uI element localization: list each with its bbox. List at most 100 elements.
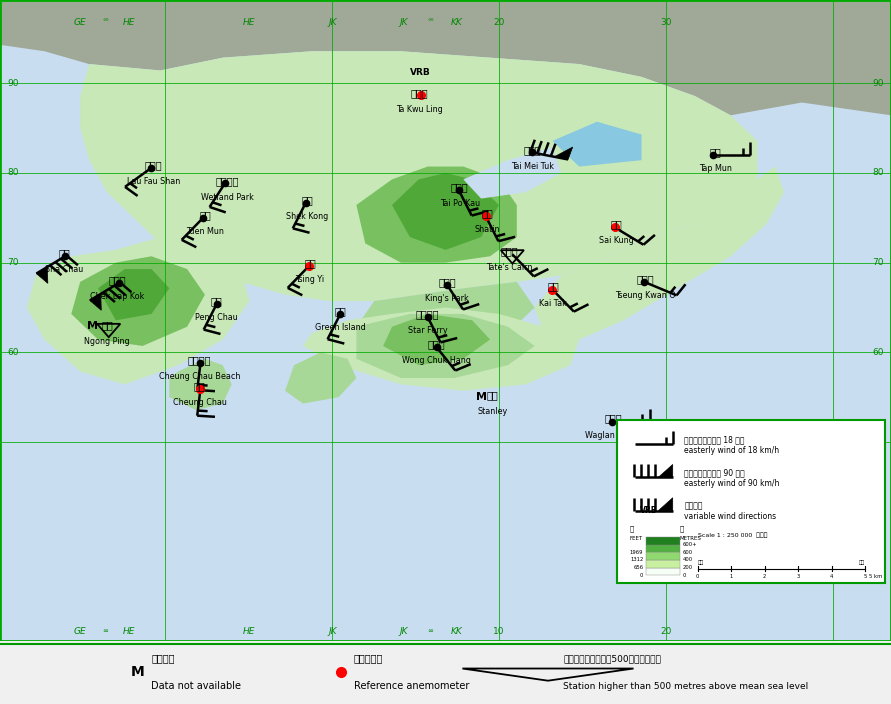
Text: variable wind directions: variable wind directions xyxy=(684,513,776,522)
Text: easterly wind of 18 km/h: easterly wind of 18 km/h xyxy=(684,446,780,455)
Text: Cheung Chau Beach: Cheung Chau Beach xyxy=(159,372,241,381)
Text: 0: 0 xyxy=(696,574,699,579)
Text: 尺: 尺 xyxy=(630,525,634,532)
Text: 400: 400 xyxy=(683,558,692,562)
Text: 長洲: 長洲 xyxy=(193,381,206,391)
Polygon shape xyxy=(285,352,356,403)
Text: ∞: ∞ xyxy=(102,628,109,634)
Text: 該站位於離平均海面500米以上的地方: 該站位於離平均海面500米以上的地方 xyxy=(563,654,661,663)
Text: 京士柏: 京士柏 xyxy=(438,277,456,287)
Text: 屯門: 屯門 xyxy=(199,210,211,220)
Text: M: M xyxy=(476,391,486,401)
Text: 米: 米 xyxy=(680,525,684,532)
Text: Tai Mei Tuk: Tai Mei Tuk xyxy=(511,162,554,171)
Text: Scale 1 : 250 000  比例尺: Scale 1 : 250 000 比例尺 xyxy=(698,532,767,538)
Text: Tsing Yi: Tsing Yi xyxy=(296,275,324,284)
Text: 90: 90 xyxy=(7,79,19,88)
Text: METRES: METRES xyxy=(680,536,702,541)
Text: 5: 5 xyxy=(863,574,867,579)
Text: 西貢: 西貢 xyxy=(610,220,623,230)
Text: 沒有資料: 沒有資料 xyxy=(151,653,175,663)
Text: HE: HE xyxy=(123,18,135,27)
Text: 600: 600 xyxy=(683,550,692,555)
Text: Stanley: Stanley xyxy=(478,408,508,417)
Polygon shape xyxy=(80,51,757,301)
Text: 70: 70 xyxy=(7,258,19,267)
Text: 橫瀏島: 橫瀏島 xyxy=(604,413,622,424)
Text: 656: 656 xyxy=(634,565,643,570)
Text: Ta Kwu Ling: Ta Kwu Ling xyxy=(396,105,443,114)
Text: Shek Kong: Shek Kong xyxy=(286,212,329,221)
Polygon shape xyxy=(658,498,673,510)
Polygon shape xyxy=(356,314,535,378)
Text: Sha Chau: Sha Chau xyxy=(45,265,83,275)
Text: 70: 70 xyxy=(872,258,884,267)
Text: JK: JK xyxy=(328,18,337,27)
Text: 80: 80 xyxy=(872,168,884,177)
Polygon shape xyxy=(169,359,232,410)
Text: 200: 200 xyxy=(683,565,692,570)
Text: 青洲: 青洲 xyxy=(334,306,347,316)
Bar xyxy=(646,567,680,575)
Bar xyxy=(617,420,885,583)
Text: Ngong Ping: Ngong Ping xyxy=(84,337,130,346)
Text: Tuen Mun: Tuen Mun xyxy=(186,227,224,236)
Polygon shape xyxy=(27,237,249,384)
Text: 公里: 公里 xyxy=(698,560,704,565)
Text: 赤鬱角: 赤鬱角 xyxy=(109,275,127,285)
Text: 石崗: 石崗 xyxy=(301,195,314,205)
Text: 坪洲: 坪洲 xyxy=(210,296,223,306)
Polygon shape xyxy=(552,122,642,167)
Text: 1: 1 xyxy=(730,574,732,579)
Text: 60: 60 xyxy=(7,348,19,357)
Text: Star Ferry: Star Ferry xyxy=(408,326,447,335)
Polygon shape xyxy=(37,267,48,284)
Text: M: M xyxy=(131,665,145,679)
Text: Chek Lap Kok: Chek Lap Kok xyxy=(90,292,145,301)
Text: 大老山: 大老山 xyxy=(501,246,519,256)
Text: 10: 10 xyxy=(494,627,504,636)
Text: JK: JK xyxy=(328,627,337,636)
Text: 60: 60 xyxy=(872,348,884,357)
Text: 80: 80 xyxy=(7,168,19,177)
Text: 沙田: 沙田 xyxy=(481,208,494,218)
Text: 濕地公園: 濕地公園 xyxy=(216,176,239,186)
Bar xyxy=(646,552,680,560)
Text: easterly wind of 90 km/h: easterly wind of 90 km/h xyxy=(684,479,780,488)
Text: Tate's Cairn: Tate's Cairn xyxy=(486,263,533,272)
Text: 2: 2 xyxy=(763,574,766,579)
Text: °°: °° xyxy=(102,20,110,25)
Text: Tai Po Kau: Tai Po Kau xyxy=(439,199,480,208)
Text: Peng Chau: Peng Chau xyxy=(195,313,238,322)
Bar xyxy=(646,560,680,567)
Polygon shape xyxy=(658,465,673,477)
Polygon shape xyxy=(554,147,573,159)
Text: GE: GE xyxy=(74,627,86,636)
Polygon shape xyxy=(356,167,517,263)
Text: Wetland Park: Wetland Park xyxy=(200,193,254,202)
Text: 東風，風速每小時 90 公里: 東風，風速每小時 90 公里 xyxy=(684,468,745,477)
Text: 將軍潲: 將軍潲 xyxy=(636,274,654,284)
Text: 5 km: 5 km xyxy=(869,574,882,579)
Polygon shape xyxy=(71,256,205,346)
Text: Data not available: Data not available xyxy=(151,681,241,691)
Text: 0: 0 xyxy=(683,573,686,578)
Text: Kai Tak: Kai Tak xyxy=(539,298,568,308)
Text: 30: 30 xyxy=(660,18,671,27)
Text: 昂坪: 昂坪 xyxy=(101,320,113,330)
Text: King's Park: King's Park xyxy=(425,294,470,303)
Text: 20: 20 xyxy=(494,18,504,27)
Text: 600+: 600+ xyxy=(683,542,697,547)
Text: 3: 3 xyxy=(797,574,800,579)
Text: 打鼓嶺: 打鼓嶺 xyxy=(411,88,429,98)
Text: 20: 20 xyxy=(660,627,671,636)
Text: 黃竹坑: 黃竹坑 xyxy=(428,339,446,349)
Text: VRB: VRB xyxy=(410,68,431,77)
Text: M: M xyxy=(87,321,98,331)
Text: °°: °° xyxy=(428,20,435,25)
Text: HE: HE xyxy=(123,627,135,636)
Text: ∞: ∞ xyxy=(428,628,434,634)
Text: 東風，風速每小時 18 公里: 東風，風速每小時 18 公里 xyxy=(684,435,745,444)
Text: 參考測風站: 參考測風站 xyxy=(354,653,383,663)
Text: Reference anemometer: Reference anemometer xyxy=(354,681,469,691)
